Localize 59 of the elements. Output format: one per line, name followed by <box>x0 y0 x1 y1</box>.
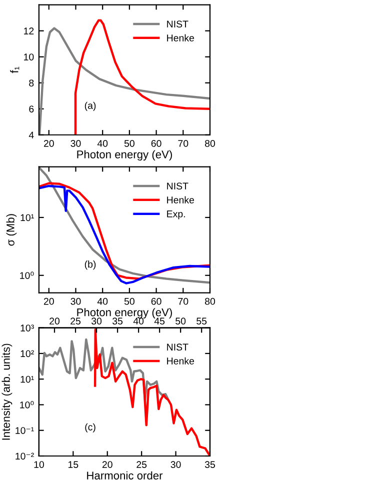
y-tick-label: 10³ <box>20 324 34 332</box>
x2-tick-label: 25 <box>70 318 81 325</box>
legend-label: NIST <box>167 344 188 351</box>
x-tick-label: 40 <box>97 140 108 147</box>
x-tick-label: 70 <box>178 298 188 305</box>
x-tick-label: 20 <box>102 461 112 468</box>
x-tick-label: 70 <box>178 140 188 147</box>
y-tick-label: 12 <box>24 28 34 34</box>
annotation: (a) <box>84 102 96 111</box>
x2-tick-label: 40 <box>133 318 144 325</box>
legend-label: Henke <box>167 34 194 42</box>
x-tick-label: 60 <box>151 298 162 305</box>
x2-tick-label: 20 <box>50 318 60 325</box>
x2-tick-label: 30 <box>91 318 102 325</box>
x-tick-label: 10 <box>34 461 44 468</box>
legend-label: NIST <box>167 182 188 190</box>
x-tick-label: 20 <box>44 298 54 305</box>
x-tick-label: 30 <box>170 461 181 468</box>
legend-label: Henke <box>167 196 194 204</box>
line-series <box>74 19 210 135</box>
x-tick-label: 50 <box>124 140 134 147</box>
x-tick-label: 50 <box>124 298 134 305</box>
y-tick-label: 4 <box>28 132 34 138</box>
x-tick-label: 80 <box>205 298 216 305</box>
legend-label: Henke <box>167 357 194 364</box>
x-tick-label: 60 <box>151 140 162 147</box>
x2-tick-label: 55 <box>196 318 207 325</box>
y-tick-label: 10⁰ <box>20 272 34 279</box>
x2-tick-label: 45 <box>154 318 165 325</box>
y-tick-label: 10¹ <box>20 376 34 383</box>
annotation: (b) <box>84 260 96 270</box>
x-tick-label: 25 <box>136 461 147 468</box>
annotation: (c) <box>85 423 96 432</box>
y-axis-title: f₁ <box>10 66 20 74</box>
x-axis-title: Harmonic order <box>87 471 163 480</box>
y-tick-label: 10⁻² <box>16 452 34 460</box>
x-axis-title: Photon energy (eV) <box>77 150 172 161</box>
legend-label: NIST <box>167 20 188 28</box>
x-axis-title: Photon energy (eV) <box>77 308 172 318</box>
legend-label: Exp. <box>167 210 185 220</box>
y-tick-label: 10⁰ <box>20 401 34 408</box>
y-tick-label: 10¹ <box>20 214 34 222</box>
y-axis-title: σ (Mb) <box>6 214 17 246</box>
y-tick-label: 8 <box>29 80 34 86</box>
y-tick-label: 10⁻¹ <box>16 427 34 434</box>
y-axis-title: Intensity (arb. units) <box>2 344 12 440</box>
x2-tick-label: 35 <box>112 318 123 325</box>
x-tick-label: 30 <box>70 298 81 305</box>
y-tick-label: 10² <box>20 350 34 358</box>
x2-tick-label: 50 <box>176 318 186 325</box>
x-tick-label: 40 <box>97 298 108 305</box>
x-tick-label: 15 <box>68 461 78 468</box>
y-tick-label: 10 <box>24 54 34 60</box>
x-tick-label: 80 <box>205 140 216 147</box>
x-tick-label: 20 <box>44 140 54 147</box>
x-tick-label: 30 <box>70 140 81 147</box>
y-tick-label: 6 <box>29 106 34 112</box>
line-series <box>38 338 169 401</box>
x-tick-label: 35 <box>204 461 215 468</box>
